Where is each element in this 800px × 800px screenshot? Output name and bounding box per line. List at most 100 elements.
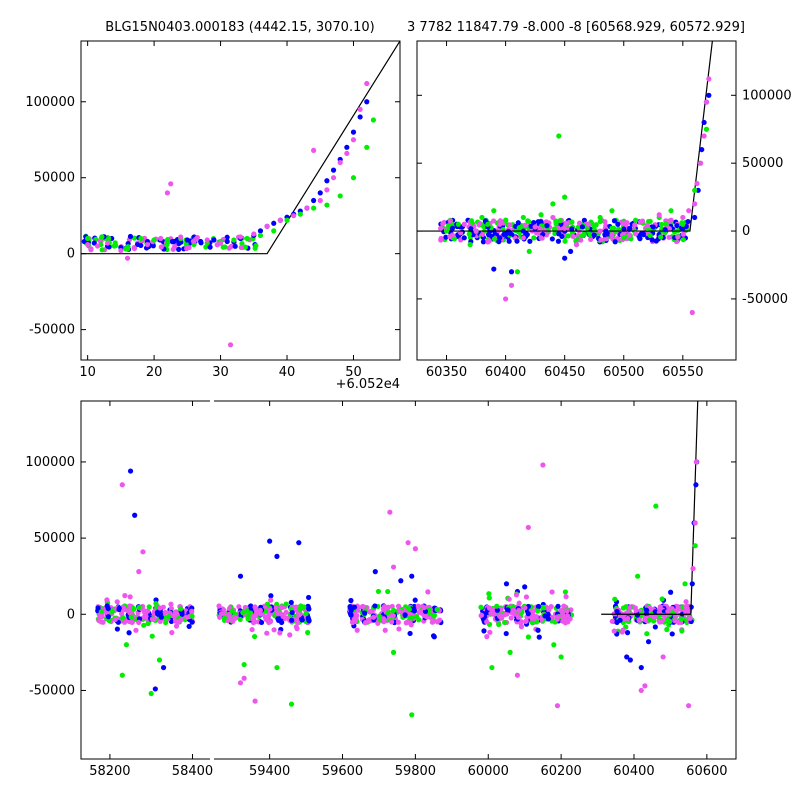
data-point — [169, 629, 175, 636]
data-point — [370, 117, 377, 123]
data-point — [611, 218, 618, 224]
data-point — [621, 226, 627, 232]
data-point — [480, 239, 487, 245]
data-point — [176, 241, 182, 247]
data-point — [579, 233, 585, 239]
data-point — [535, 627, 541, 633]
data-point — [189, 613, 195, 619]
x-tick-label: 60600 — [686, 764, 727, 779]
data-point — [271, 228, 277, 234]
data-point — [217, 240, 224, 246]
data-point — [621, 220, 627, 226]
data-point — [158, 235, 164, 242]
data-point — [557, 217, 563, 224]
data-point — [538, 212, 544, 218]
data-point — [385, 588, 391, 595]
x-tick-label: 60000 — [468, 764, 509, 779]
data-point — [614, 608, 620, 615]
data-point — [81, 238, 87, 245]
model-curve — [601, 401, 699, 615]
x-tick-label: 60450 — [544, 365, 585, 380]
data-point — [204, 237, 210, 243]
data-point — [503, 296, 509, 302]
data-point — [163, 619, 169, 626]
data-point — [680, 237, 687, 243]
data-point — [562, 225, 568, 231]
data-point — [121, 619, 128, 625]
data-point — [502, 619, 508, 626]
data-point — [241, 661, 247, 668]
data-point — [680, 231, 686, 237]
data-point — [627, 657, 633, 663]
data-point — [520, 235, 526, 241]
data-point — [284, 217, 290, 223]
data-point — [311, 147, 317, 153]
data-point — [238, 244, 244, 251]
data-point — [672, 618, 678, 624]
data-point — [277, 217, 283, 223]
data-point — [565, 619, 571, 625]
data-point — [701, 119, 707, 126]
series-green — [85, 117, 377, 252]
x-tick-label: 58400 — [172, 764, 213, 779]
data-point — [194, 234, 200, 241]
data-point — [632, 231, 639, 237]
data-point — [156, 657, 163, 663]
data-point — [227, 615, 233, 621]
data-point — [131, 606, 137, 612]
data-point — [699, 146, 705, 153]
data-point — [505, 607, 511, 613]
data-point — [467, 242, 473, 248]
data-point — [157, 605, 163, 611]
data-point — [364, 144, 370, 150]
data-point — [415, 603, 421, 609]
data-point — [693, 482, 699, 488]
data-point — [151, 237, 157, 243]
data-point — [588, 236, 594, 243]
data-point — [542, 613, 548, 619]
data-point — [693, 459, 699, 465]
data-point — [609, 208, 615, 214]
data-point — [350, 129, 357, 135]
data-point — [484, 634, 490, 640]
data-point — [491, 266, 497, 272]
data-point — [661, 612, 667, 619]
data-point — [283, 609, 289, 615]
data-point — [643, 607, 650, 613]
data-point — [512, 227, 519, 234]
data-point — [274, 664, 280, 671]
data-point — [176, 246, 182, 252]
data-point — [350, 137, 357, 143]
data-point — [171, 238, 177, 245]
data-point — [380, 606, 387, 612]
data-point — [506, 596, 512, 602]
data-point — [304, 205, 310, 211]
data-point — [99, 234, 105, 240]
data-point — [562, 238, 568, 244]
data-point — [412, 597, 418, 603]
data-point — [172, 243, 178, 249]
data-point — [683, 610, 689, 617]
data-point — [569, 226, 575, 232]
data-point — [344, 144, 350, 150]
data-point — [311, 197, 317, 204]
data-point — [615, 221, 621, 227]
series-blue — [127, 459, 700, 692]
data-point — [165, 614, 171, 620]
data-point — [106, 235, 112, 242]
data-point — [680, 225, 686, 231]
data-point — [271, 220, 277, 226]
data-point — [647, 617, 653, 623]
data-point — [390, 649, 397, 655]
data-point — [382, 627, 388, 633]
data-point — [554, 703, 561, 709]
data-point — [662, 227, 668, 233]
y-tick-label: -50000 — [29, 683, 75, 698]
data-point — [126, 603, 133, 609]
data-point — [136, 619, 142, 625]
data-point — [679, 628, 685, 634]
data-point — [592, 227, 598, 233]
data-point — [122, 593, 128, 599]
data-point — [425, 589, 431, 595]
data-point — [550, 201, 556, 207]
